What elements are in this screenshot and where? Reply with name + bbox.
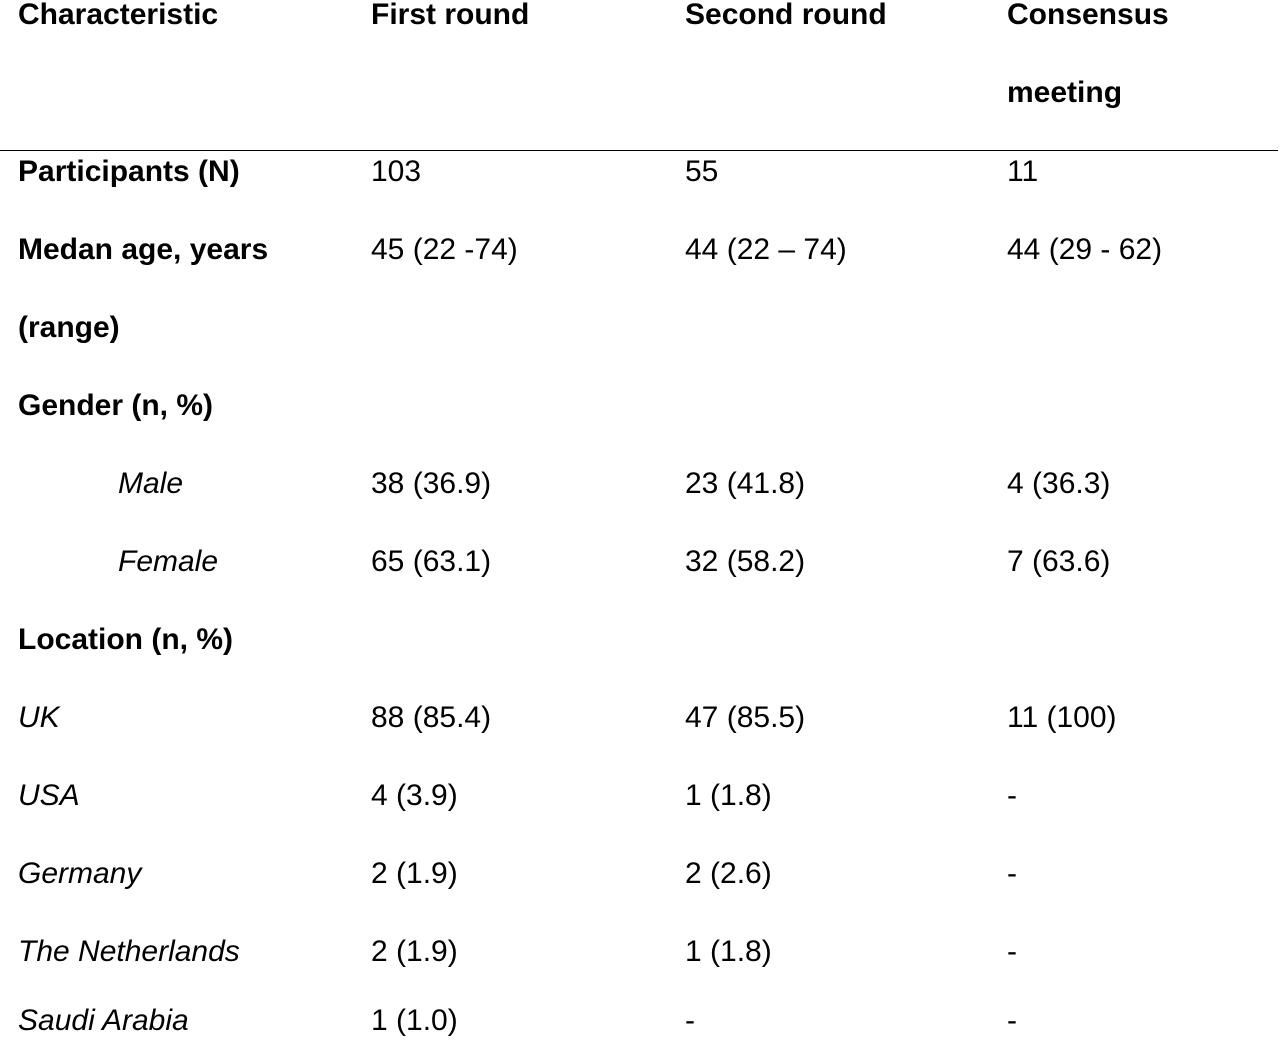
row-label-gender: Gender (n, %) [18, 389, 214, 422]
header-second-round: Second round [685, 0, 887, 31]
row-label-usa: USA [18, 779, 80, 812]
cell-usa-first: 4 (3.9) [371, 779, 458, 812]
cell-female-consensus: 7 (63.6) [1007, 545, 1111, 578]
cell-netherlands-first: 2 (1.9) [371, 935, 458, 968]
cell-female-first: 65 (63.1) [371, 545, 492, 578]
row-label-saudi-arabia: Saudi Arabia [18, 1004, 189, 1037]
header-consensus-meeting: Consensus meeting [1007, 0, 1169, 109]
cell-male-first: 38 (36.9) [371, 467, 492, 500]
cell-usa-consensus: - [1007, 779, 1017, 812]
cell-usa-second: 1 (1.8) [685, 779, 772, 812]
cell-age-second: 44 (22 – 74) [685, 233, 847, 266]
row-label-median-age: Medan age, years (range) [18, 233, 269, 344]
row-label-female: Female [118, 545, 219, 578]
cell-saudi-consensus: - [1007, 1004, 1017, 1037]
row-label-germany: Germany [18, 857, 142, 890]
cell-male-second: 23 (41.8) [685, 467, 806, 500]
row-label-uk: UK [18, 701, 60, 734]
header-first-round: First round [371, 0, 530, 31]
cell-male-consensus: 4 (36.3) [1007, 467, 1111, 500]
row-label-participants: Participants (N) [18, 155, 240, 188]
cell-participants-second: 55 [685, 155, 719, 188]
cell-germany-first: 2 (1.9) [371, 857, 458, 890]
cell-female-second: 32 (58.2) [685, 545, 806, 578]
cell-participants-consensus: 11 [1007, 155, 1039, 188]
cell-uk-first: 88 (85.4) [371, 701, 492, 734]
cell-netherlands-consensus: - [1007, 935, 1017, 968]
header-divider [0, 150, 1278, 151]
row-label-male: Male [118, 467, 184, 500]
cell-participants-first: 103 [371, 155, 422, 188]
cell-saudi-first: 1 (1.0) [371, 1004, 458, 1037]
cell-age-consensus: 44 (29 - 62) [1007, 233, 1163, 266]
row-label-location: Location (n, %) [18, 623, 233, 656]
header-characteristic: Characteristic [18, 0, 219, 31]
row-label-netherlands: The Netherlands [18, 935, 240, 968]
cell-saudi-second: - [685, 1004, 695, 1037]
cell-age-first: 45 (22 -74) [371, 233, 518, 266]
cell-netherlands-second: 1 (1.8) [685, 935, 772, 968]
cell-germany-second: 2 (2.6) [685, 857, 772, 890]
cell-germany-consensus: - [1007, 857, 1017, 890]
cell-uk-second: 47 (85.5) [685, 701, 806, 734]
cell-uk-consensus: 11 (100) [1007, 701, 1117, 734]
